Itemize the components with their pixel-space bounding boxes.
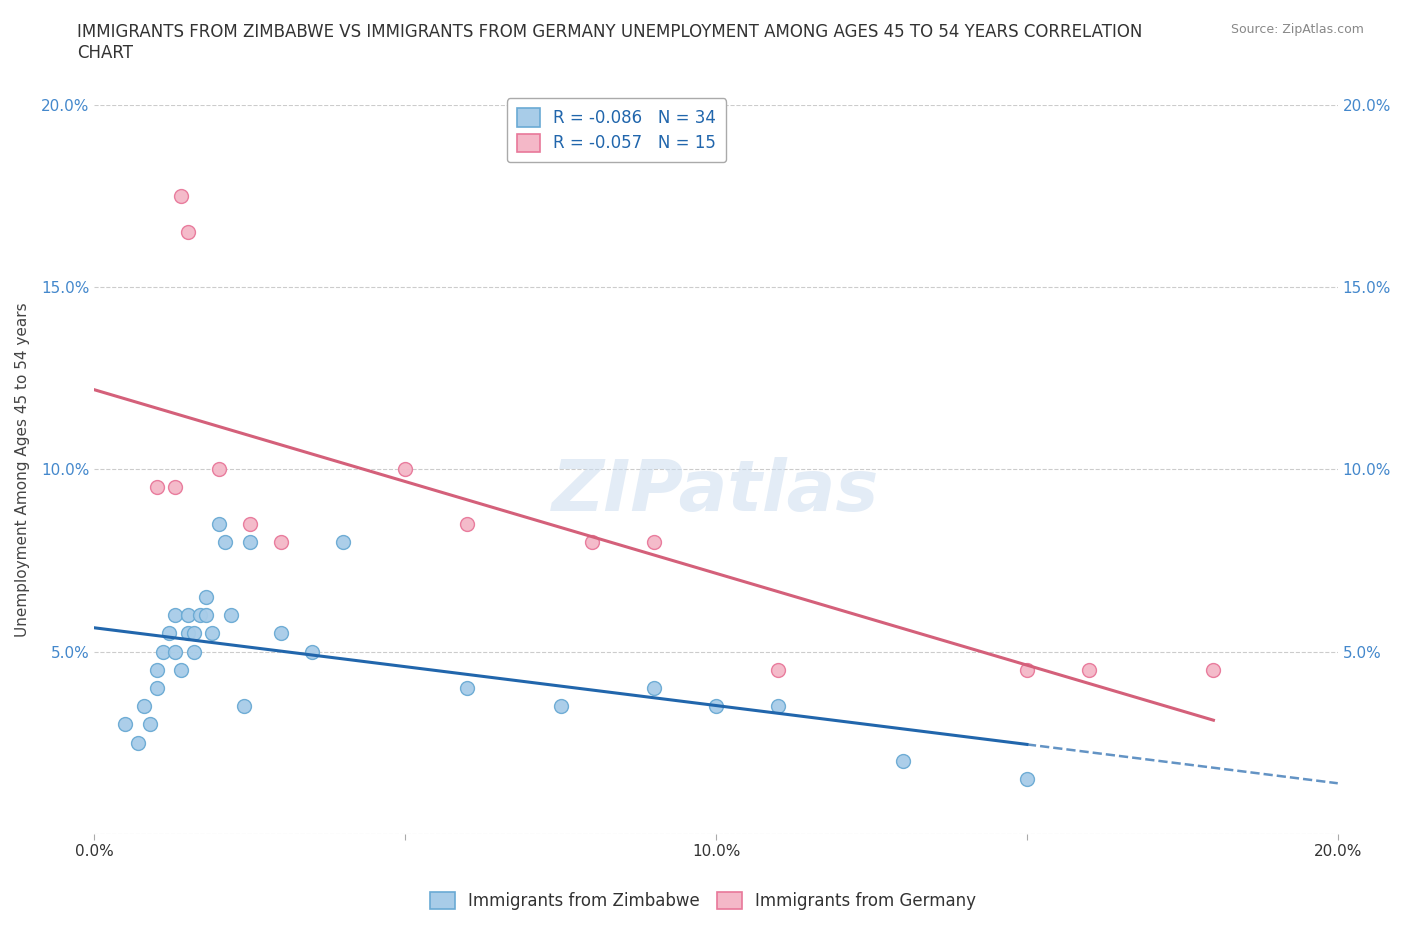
Point [165,480,187,495]
Point [208,516,231,531]
Point [201,626,224,641]
Point [239,535,262,550]
Point [145,480,167,495]
Point [195,590,218,604]
Point [1015,662,1038,677]
Point [219,607,242,622]
Point [145,681,167,696]
Point [176,225,198,240]
Point [165,607,187,622]
Point [332,535,354,550]
Point [1078,662,1101,677]
Point [152,644,174,659]
Point [157,626,180,641]
Point [208,462,231,477]
Point [270,535,292,550]
Point [891,753,914,768]
Point [170,189,193,204]
Point [176,626,198,641]
Point [165,644,187,659]
Point [188,607,211,622]
Legend: Immigrants from Zimbabwe, Immigrants from Germany: Immigrants from Zimbabwe, Immigrants fro… [423,885,983,917]
Point [232,698,254,713]
Point [195,607,218,622]
Point [704,698,727,713]
Point [139,717,162,732]
Point [270,626,292,641]
Point [127,736,149,751]
Legend: R = -0.086   N = 34, R = -0.057   N = 15: R = -0.086 N = 34, R = -0.057 N = 15 [506,99,727,163]
Point [183,644,205,659]
Point [114,717,136,732]
Point [1015,772,1038,787]
Point [768,698,790,713]
Point [1202,662,1225,677]
Point [132,698,155,713]
Point [239,516,262,531]
Point [301,644,323,659]
Point [643,535,665,550]
Point [394,462,416,477]
Point [145,662,167,677]
Point [550,698,572,713]
Point [643,681,665,696]
Point [214,535,236,550]
Y-axis label: Unemployment Among Ages 45 to 54 years: Unemployment Among Ages 45 to 54 years [15,302,30,636]
Point [176,607,198,622]
Point [456,681,478,696]
Text: Source: ZipAtlas.com: Source: ZipAtlas.com [1230,23,1364,36]
Text: ZIPatlas: ZIPatlas [553,457,880,525]
Point [581,535,603,550]
Point [768,662,790,677]
Point [170,662,193,677]
Text: IMMIGRANTS FROM ZIMBABWE VS IMMIGRANTS FROM GERMANY UNEMPLOYMENT AMONG AGES 45 T: IMMIGRANTS FROM ZIMBABWE VS IMMIGRANTS F… [77,23,1143,62]
Point [456,516,478,531]
Point [183,626,205,641]
